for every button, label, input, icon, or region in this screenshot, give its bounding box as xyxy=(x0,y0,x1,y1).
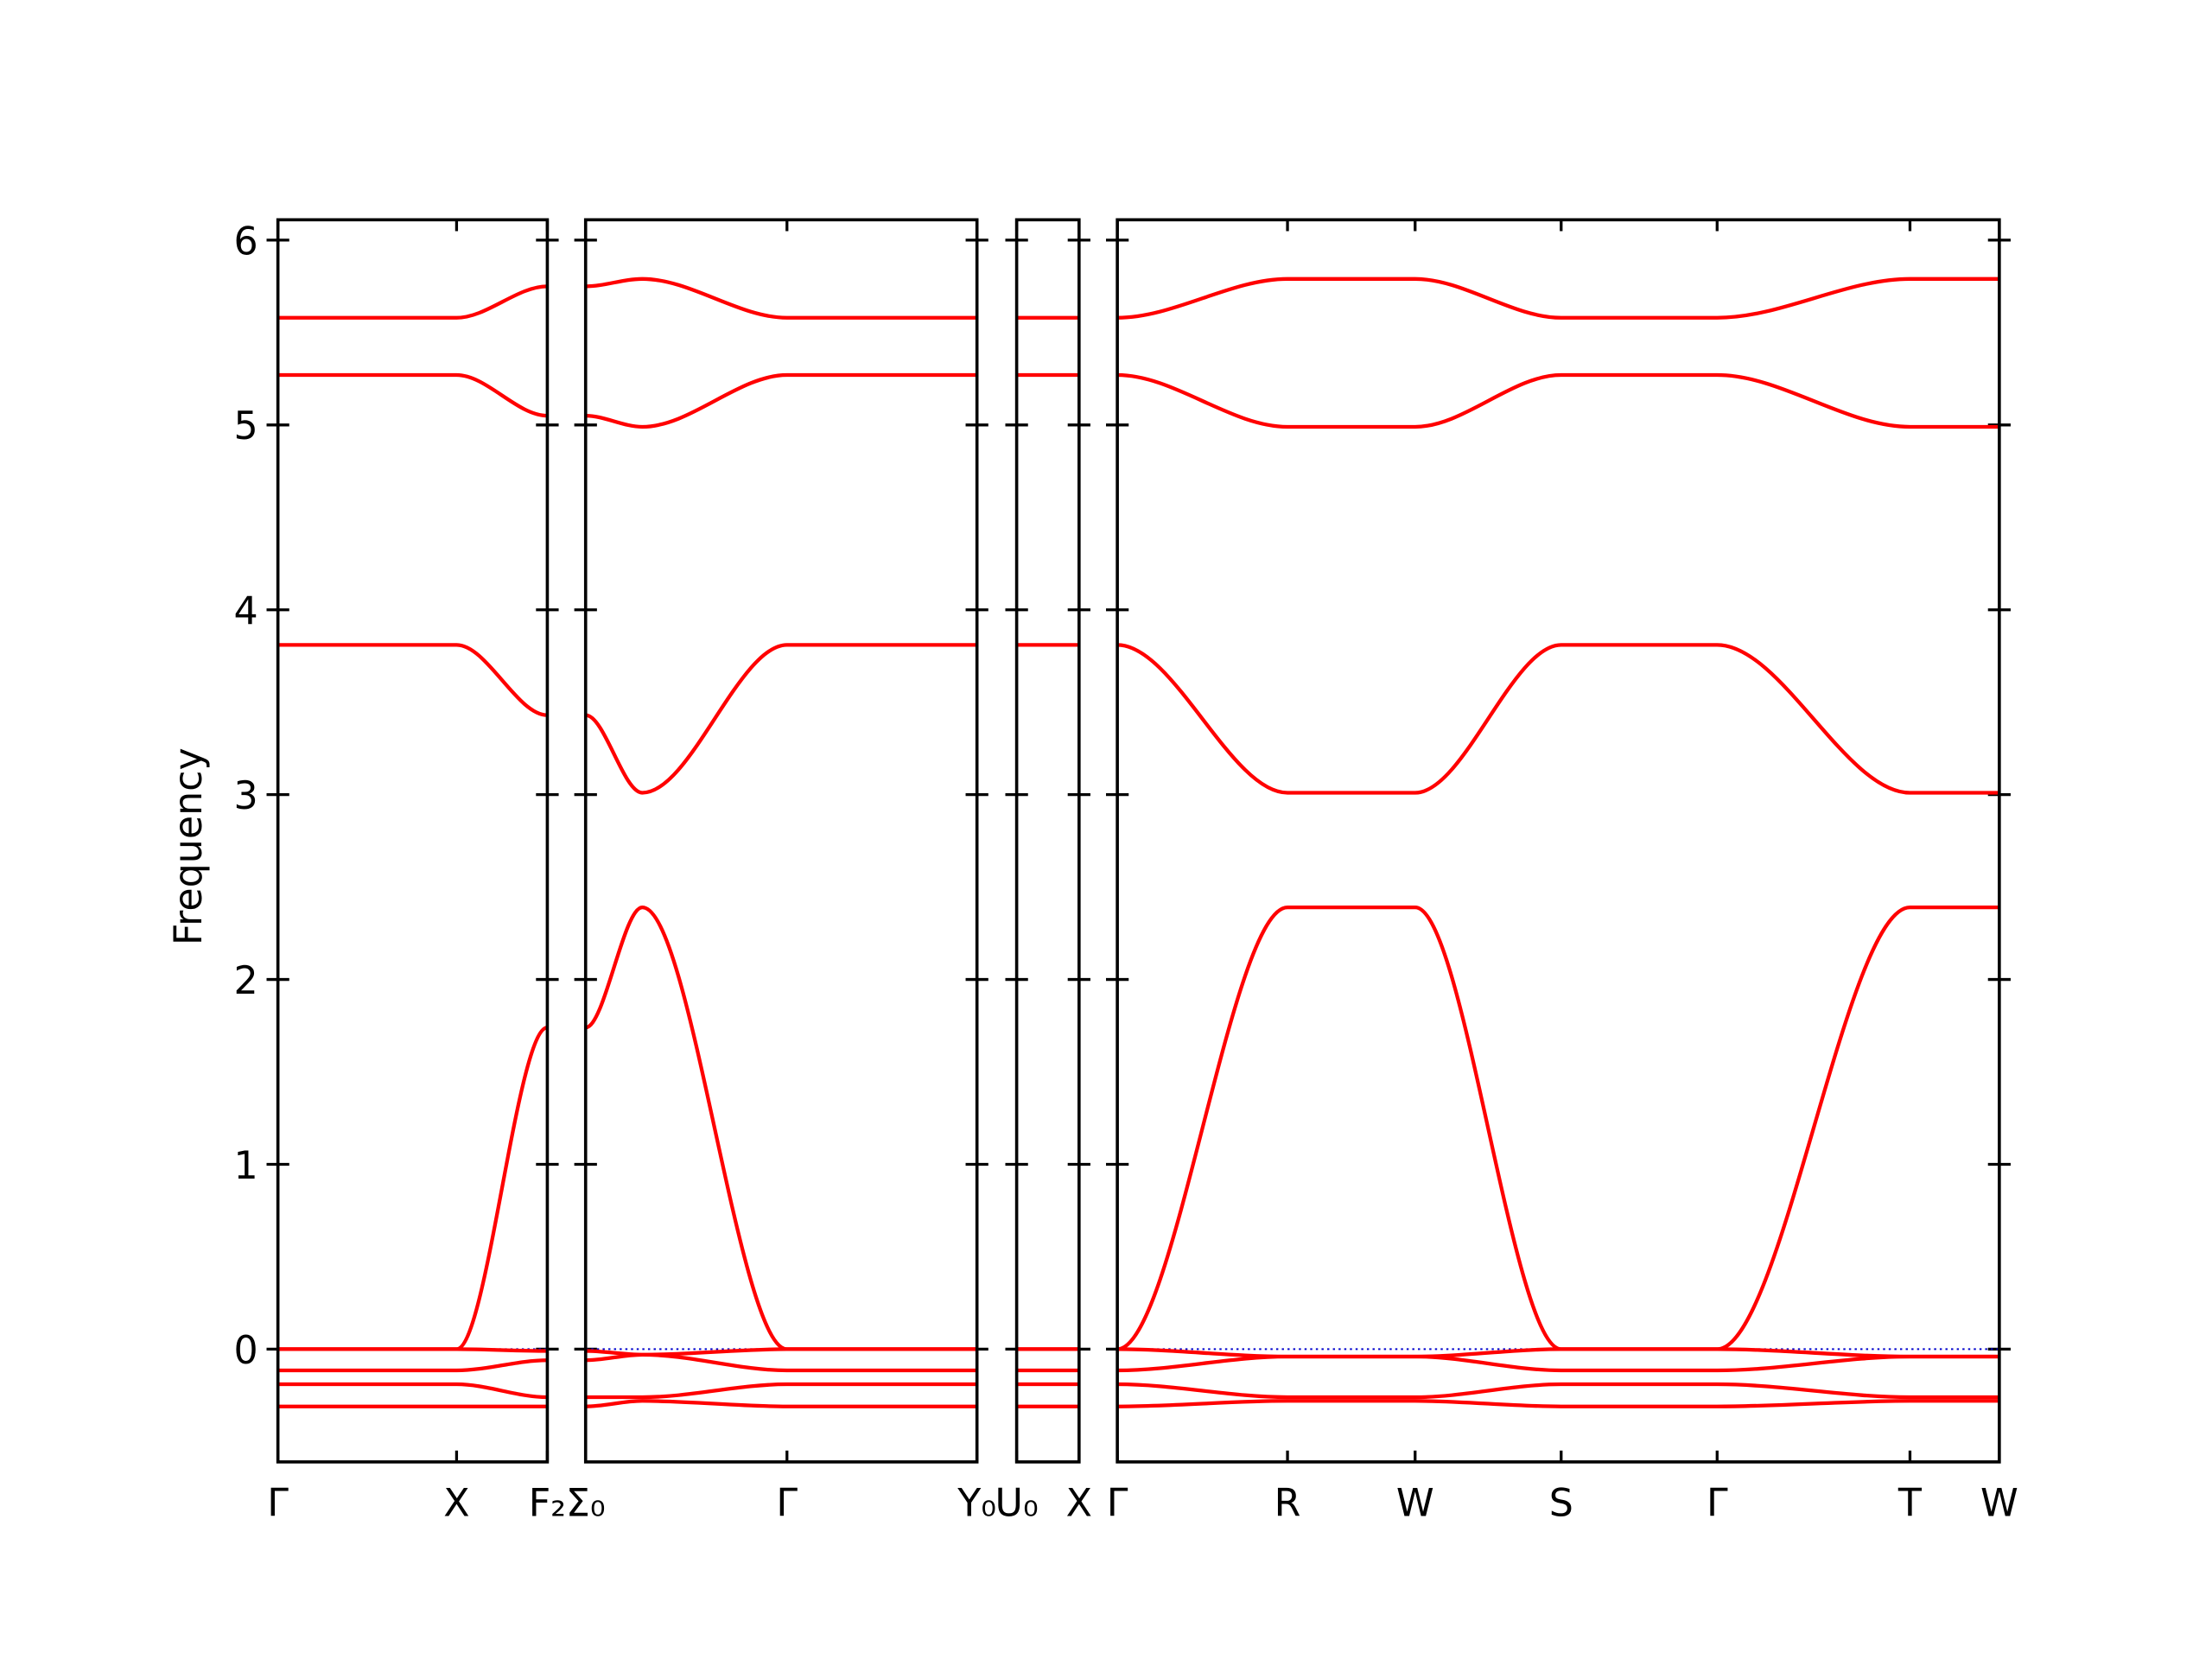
y-tick-label: 6 xyxy=(233,219,257,264)
panel-frame xyxy=(1014,218,1081,1464)
x-tick-label: Γ xyxy=(267,1481,289,1525)
band xyxy=(1117,1399,1999,1408)
panel-frame xyxy=(276,218,550,1464)
band xyxy=(1117,643,1999,795)
band xyxy=(277,1026,549,1351)
x-tick-label: X xyxy=(443,1481,469,1525)
panel-frame xyxy=(1116,218,2001,1464)
y-tick-label: 1 xyxy=(233,1144,257,1188)
y-tick-label: 5 xyxy=(233,404,257,448)
y-axis-label: Frequency xyxy=(167,747,211,945)
band xyxy=(585,276,977,320)
band xyxy=(277,643,548,717)
band xyxy=(1117,276,1999,320)
x-tick-label: Σ₀ xyxy=(566,1481,606,1525)
band xyxy=(584,906,977,1351)
band xyxy=(585,1399,977,1408)
band xyxy=(1117,1382,1999,1400)
x-tick-label: T xyxy=(1897,1481,1923,1525)
y-tick-label: 4 xyxy=(233,589,257,633)
x-tick-label: W xyxy=(1980,1481,2018,1525)
x-tick-label: Γ xyxy=(1107,1481,1128,1525)
x-tick-label: F₂ xyxy=(529,1481,566,1525)
x-tick-label: R xyxy=(1274,1481,1301,1525)
band xyxy=(277,372,548,418)
band xyxy=(1117,1354,1999,1373)
x-tick-label: U₀ xyxy=(995,1481,1039,1525)
y-tick-label: 0 xyxy=(233,1329,257,1373)
y-tick-label: 3 xyxy=(233,774,257,818)
x-tick-label: Γ xyxy=(1707,1481,1728,1525)
y-tick-label: 2 xyxy=(233,959,257,1003)
band xyxy=(277,284,548,320)
band xyxy=(585,1347,977,1357)
band xyxy=(585,1352,977,1373)
band xyxy=(277,1382,548,1400)
panel-frame xyxy=(583,218,979,1464)
x-tick-label: Y₀ xyxy=(957,1481,996,1525)
band xyxy=(1117,372,1999,429)
band xyxy=(277,1347,548,1353)
x-tick-label: X xyxy=(1066,1481,1092,1525)
band xyxy=(585,372,977,429)
band xyxy=(585,1382,977,1400)
band xyxy=(585,643,977,795)
band xyxy=(1117,1347,1999,1359)
band xyxy=(1116,906,1999,1351)
x-tick-label: S xyxy=(1549,1481,1573,1525)
x-tick-label: W xyxy=(1396,1481,1434,1525)
x-tick-label: Γ xyxy=(776,1481,798,1525)
band xyxy=(277,1358,548,1373)
